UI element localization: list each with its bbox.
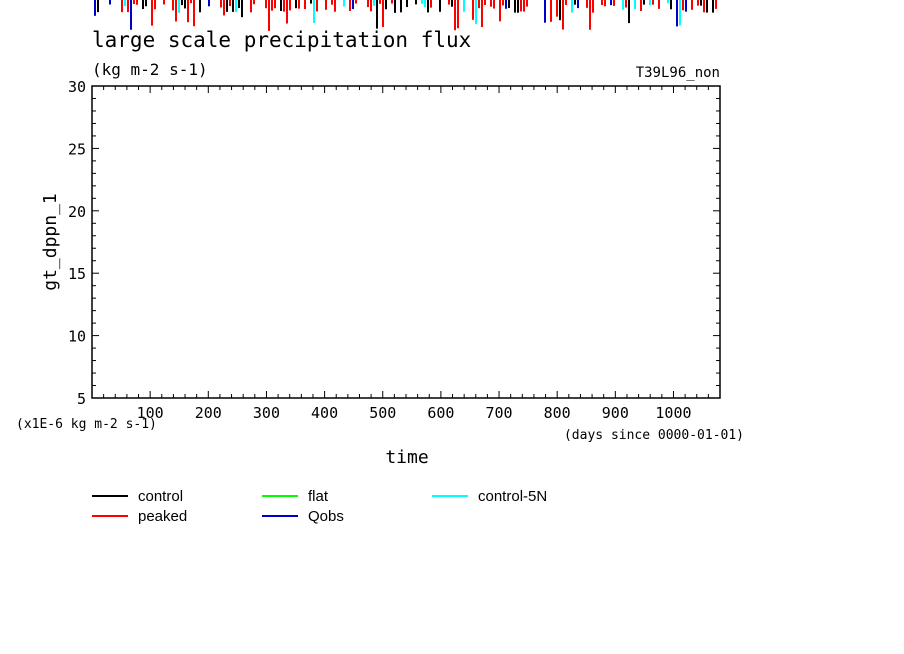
y-scale-note: (x1E-6 kg m-2 s-1)	[16, 417, 157, 432]
x-tick-label: 1000	[655, 404, 691, 422]
y-tick-label: 25	[68, 140, 86, 158]
off-scale-data-marks	[94, 0, 717, 31]
chart-title: large scale precipitation flux	[92, 28, 471, 52]
legend-label: control	[138, 488, 183, 505]
legend: control peaked flat Qobs control-5N	[92, 488, 547, 525]
y-tick-label: 5	[77, 390, 86, 408]
x-tick-labels: 100 200 300 400 500 600 700 800 900 1000	[137, 404, 692, 422]
y-tick-label: 15	[68, 265, 86, 283]
y-tick-labels: 5 10 15 20 25 30	[68, 78, 86, 408]
x-tick-label: 100	[137, 404, 164, 422]
x-tick-label: 900	[602, 404, 629, 422]
legend-label: peaked	[138, 508, 187, 525]
legend-label: flat	[308, 488, 329, 505]
x-tick-label: 200	[195, 404, 222, 422]
x-tick-label: 400	[311, 404, 338, 422]
axis-ticks	[92, 86, 720, 398]
legend-label: control-5N	[478, 488, 547, 505]
plot-frame	[91, 85, 721, 399]
chart-units: (kg m-2 s-1)	[92, 60, 208, 79]
y-tick-label: 10	[68, 328, 86, 346]
x-tick-label: 300	[253, 404, 280, 422]
y-tick-label: 30	[68, 78, 86, 96]
x-units-label: (days since 0000-01-01)	[564, 428, 744, 443]
x-tick-label: 600	[427, 404, 454, 422]
legend-label: Qobs	[308, 508, 344, 525]
run-label: T39L96_non	[636, 65, 720, 81]
x-tick-label: 700	[485, 404, 512, 422]
y-tick-label: 20	[68, 203, 86, 221]
x-tick-label: 500	[369, 404, 396, 422]
x-tick-label: 800	[544, 404, 571, 422]
y-axis-label: gt_dppn_1	[40, 193, 61, 291]
x-axis-label: time	[385, 447, 428, 468]
